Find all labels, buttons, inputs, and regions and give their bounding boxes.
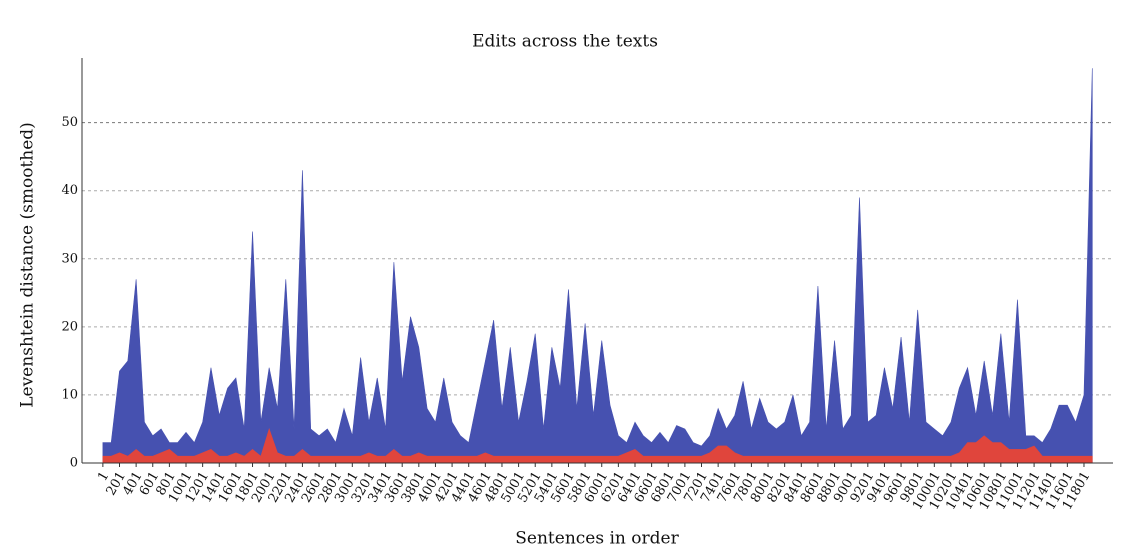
y-tick-label: 20 [61,319,78,334]
area [102,68,1093,464]
y-tick-label: 0 [70,456,78,471]
area [102,428,1093,464]
y-tick-label: 30 [61,251,78,266]
chart-title: Edits across the texts [472,32,658,52]
y-tick-label: 40 [61,183,78,198]
y-axis-label: Levenshtein distance (smoothed) [18,122,38,408]
x-axis-label: Sentences in order [515,529,679,549]
y-tick-label: 50 [61,115,78,130]
y-tick-label: 10 [61,387,78,402]
